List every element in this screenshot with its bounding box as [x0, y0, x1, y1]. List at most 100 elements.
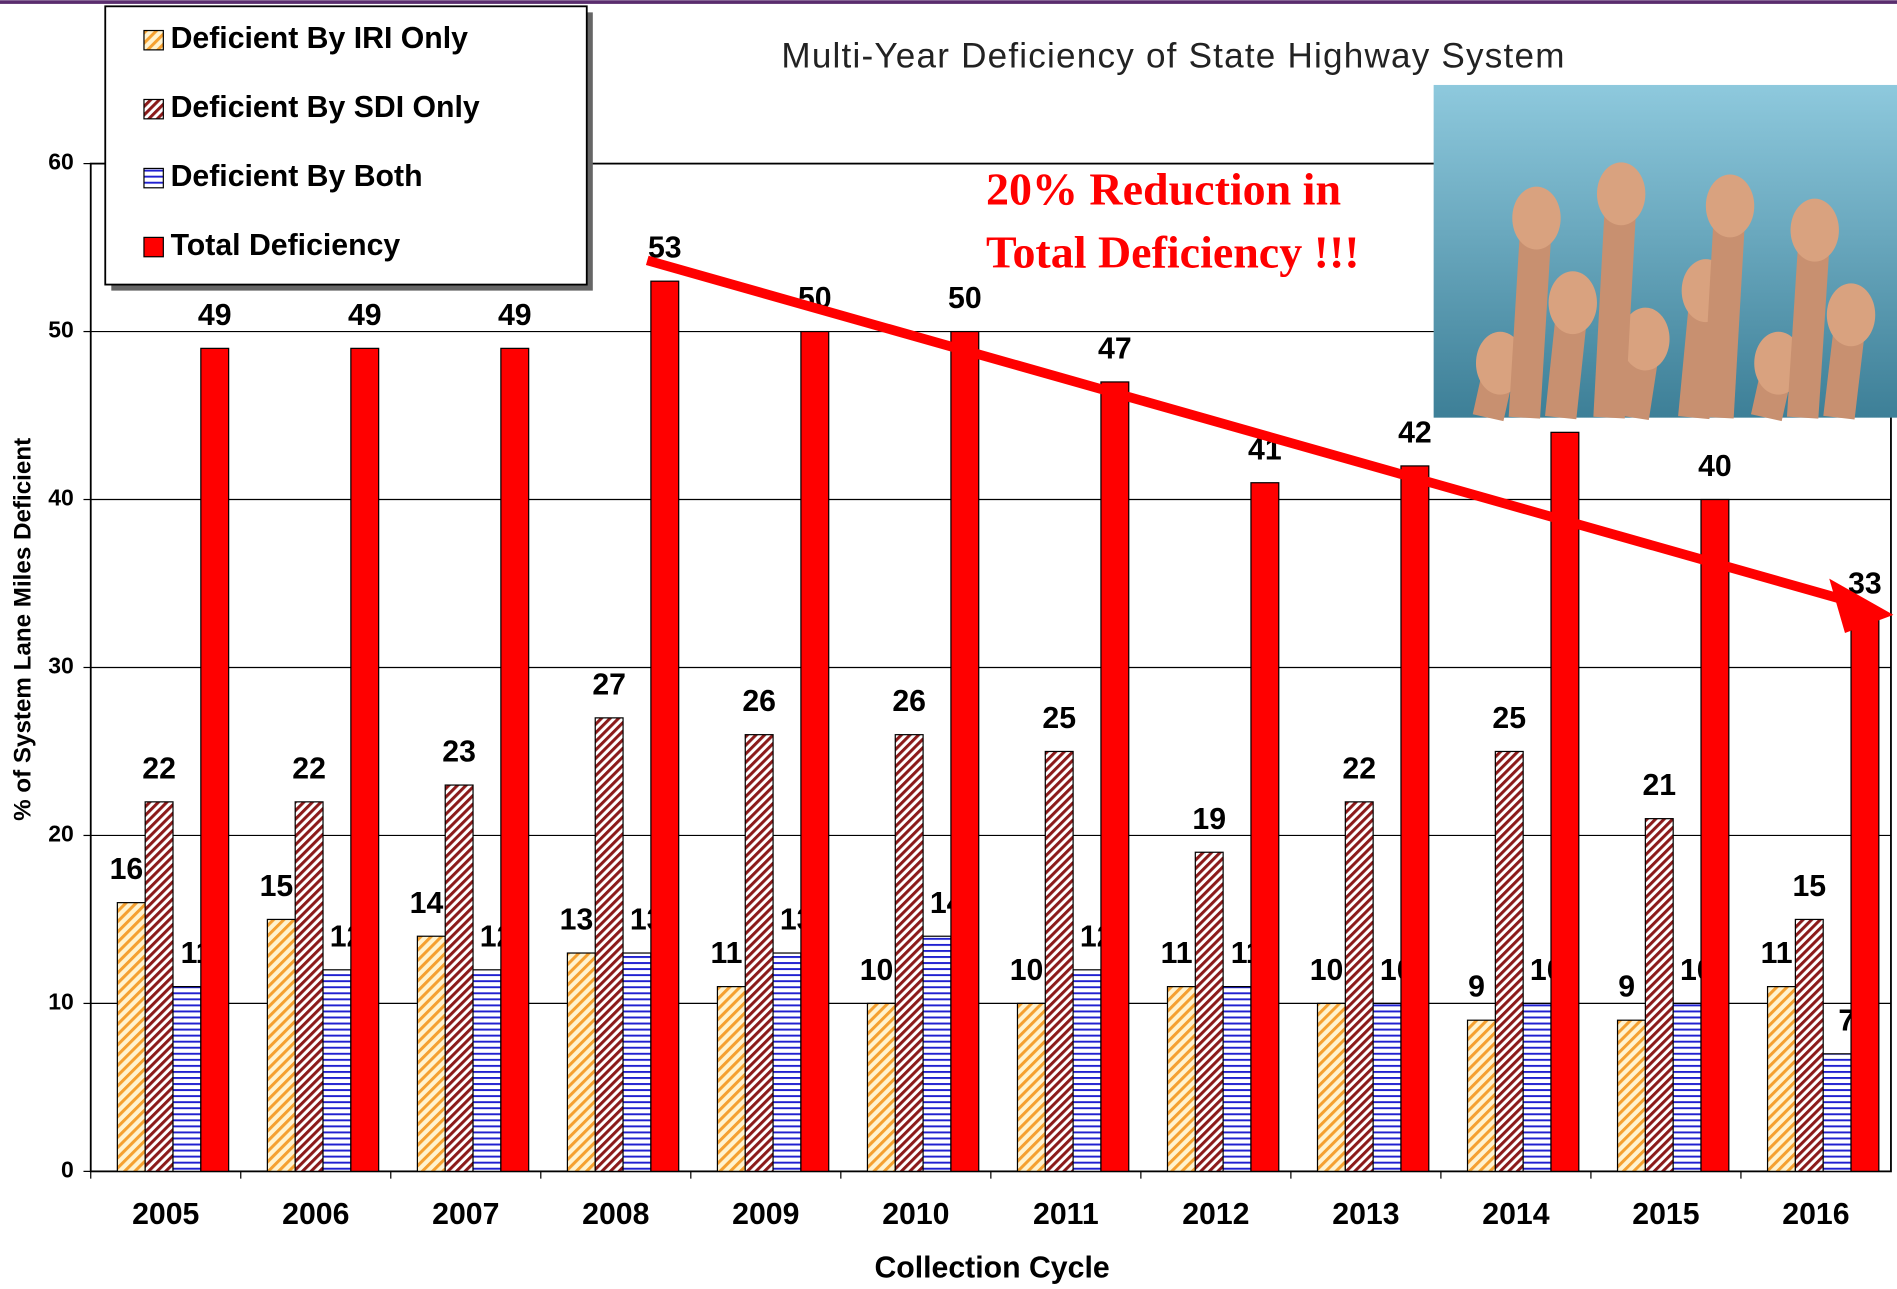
annotation: Total Deficiency !!! [986, 226, 1360, 277]
x-tick-label: 2012 [1182, 1198, 1249, 1231]
bar [745, 735, 773, 1172]
data-label: 13 [560, 904, 594, 937]
bar [1223, 987, 1251, 1172]
legend: Deficient By IRI Only Deficient By SDI On… [105, 6, 593, 290]
chart: Multi-Year Deficiency of State Highway S… [0, 0, 1897, 1289]
page: {"chart_data":{"type":"bar","title":"Mul… [0, 0, 1897, 1289]
bar [1195, 852, 1223, 1171]
data-label: 40 [1698, 450, 1732, 483]
data-label: 21 [1642, 769, 1676, 802]
x-tick-label: 2009 [732, 1198, 799, 1231]
x-tick-label: 2010 [882, 1198, 949, 1231]
bar [895, 735, 923, 1172]
photo [1434, 85, 1897, 418]
data-label: 25 [1492, 702, 1526, 735]
data-label: 10 [1010, 954, 1044, 987]
bar [1345, 802, 1373, 1172]
data-label: 49 [498, 299, 532, 332]
bar [717, 987, 745, 1172]
photo-hand [1827, 283, 1875, 346]
legend-swatch [144, 31, 163, 50]
bar [595, 718, 623, 1172]
y-tick-label: 30 [48, 653, 74, 679]
top-border [0, 0, 1897, 4]
data-label: 22 [1342, 752, 1376, 785]
y-tick-label: 50 [48, 317, 74, 343]
bar [145, 802, 173, 1172]
bar [473, 970, 501, 1172]
bar [567, 953, 595, 1171]
annotation: 20% Reduction in [986, 163, 1341, 214]
bar [173, 987, 201, 1172]
bar [801, 332, 829, 1172]
photo-arm [1609, 194, 1621, 418]
bar [445, 785, 473, 1171]
bar [1673, 1003, 1701, 1171]
chart-title: Multi-Year Deficiency of State Highway S… [781, 37, 1565, 76]
data-label: 25 [1042, 702, 1076, 735]
bar [867, 1003, 895, 1171]
x-tick-label: 2008 [582, 1198, 649, 1231]
bar [1823, 1054, 1851, 1172]
bar [1551, 432, 1579, 1171]
bar [1251, 483, 1279, 1172]
bar [1468, 1020, 1496, 1171]
bar [295, 802, 323, 1172]
data-label: 50 [948, 282, 982, 315]
bar [1401, 466, 1429, 1171]
legend-swatch [144, 168, 163, 187]
bar [267, 919, 295, 1171]
data-label: 11 [1761, 937, 1793, 970]
bar [1045, 751, 1073, 1171]
bar [1701, 500, 1729, 1172]
data-label: 47 [1098, 332, 1132, 365]
bar [1795, 919, 1823, 1171]
photo-hand [1597, 162, 1645, 225]
legend-swatch [144, 237, 163, 256]
x-tick-label: 2016 [1782, 1198, 1849, 1231]
x-axis-title: Collection Cycle [874, 1251, 1109, 1284]
data-label: 22 [142, 752, 176, 785]
bar [1073, 970, 1101, 1172]
data-label: 15 [1792, 870, 1826, 903]
bar [623, 953, 651, 1171]
data-label: 10 [1310, 954, 1344, 987]
bar [951, 332, 979, 1172]
bar [1495, 751, 1523, 1171]
data-label: 42 [1398, 416, 1432, 449]
x-tick-label: 2005 [132, 1198, 199, 1231]
bar [1317, 1003, 1345, 1171]
bar [1017, 1003, 1045, 1171]
bar [923, 936, 951, 1171]
photo-hand [1512, 187, 1560, 250]
legend-label: Deficient By IRI Only [171, 22, 469, 55]
data-label: 19 [1192, 803, 1226, 836]
photo-arm [1718, 206, 1730, 418]
photo-hand [1549, 271, 1597, 334]
data-label: 23 [442, 736, 476, 769]
bar [1851, 617, 1879, 1171]
photo-hand [1791, 199, 1839, 262]
bar [1167, 987, 1195, 1172]
x-tick-label: 2014 [1482, 1198, 1549, 1231]
bar [323, 970, 351, 1172]
data-label: 11 [711, 937, 743, 970]
bar [651, 281, 679, 1171]
bar [773, 953, 801, 1171]
bar [117, 903, 145, 1172]
bar [201, 348, 229, 1171]
bar [1645, 819, 1673, 1172]
data-label: 9 [1468, 971, 1485, 1004]
bar [351, 348, 379, 1171]
y-axis-title: % of System Lane Miles Deficient [10, 438, 37, 821]
photo-hand [1706, 174, 1754, 237]
x-tick-label: 2015 [1632, 1198, 1699, 1231]
data-label: 16 [110, 853, 144, 886]
x-tick-label: 2007 [432, 1198, 499, 1231]
data-label: 14 [410, 887, 444, 920]
data-label: 26 [742, 685, 776, 718]
legend-label: Deficient By SDI Only [171, 91, 480, 124]
data-label: 10 [860, 954, 894, 987]
bar [417, 936, 445, 1171]
bar [1768, 987, 1796, 1172]
